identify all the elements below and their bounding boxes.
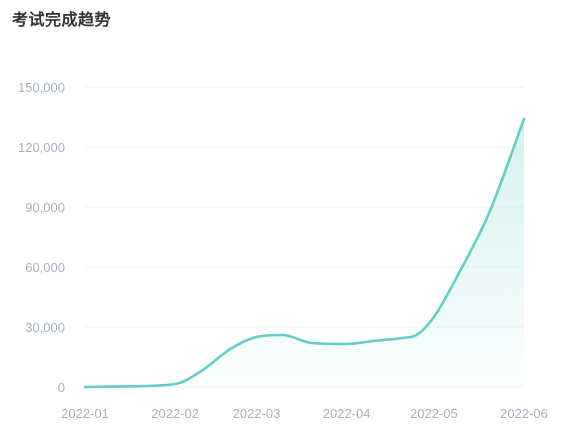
x-tick-label: 2022-05 — [410, 406, 458, 421]
y-tick-label: 150,000 — [18, 80, 65, 95]
y-tick-label: 60,000 — [25, 260, 65, 275]
y-tick-label: 0 — [58, 380, 65, 395]
x-tick-label: 2022-01 — [61, 406, 109, 421]
y-tick-label: 90,000 — [25, 200, 65, 215]
y-tick-label: 120,000 — [18, 140, 65, 155]
y-tick-label: 30,000 — [25, 320, 65, 335]
x-tick-label: 2022-06 — [500, 406, 548, 421]
series-area — [85, 119, 524, 387]
x-tick-label: 2022-03 — [233, 406, 281, 421]
series-line — [83, 117, 526, 389]
chart-title: 考试完成趋势 — [12, 12, 112, 29]
y-axis-ticks: 0 30,000 60,000 90,000 120,000 150,000 — [18, 80, 65, 395]
x-tick-label: 2022-04 — [323, 406, 371, 421]
x-axis-ticks: 2022-01 2022-02 2022-03 2022-04 2022-05 2022-… — [61, 406, 548, 421]
x-tick-label: 2022-02 — [151, 406, 199, 421]
